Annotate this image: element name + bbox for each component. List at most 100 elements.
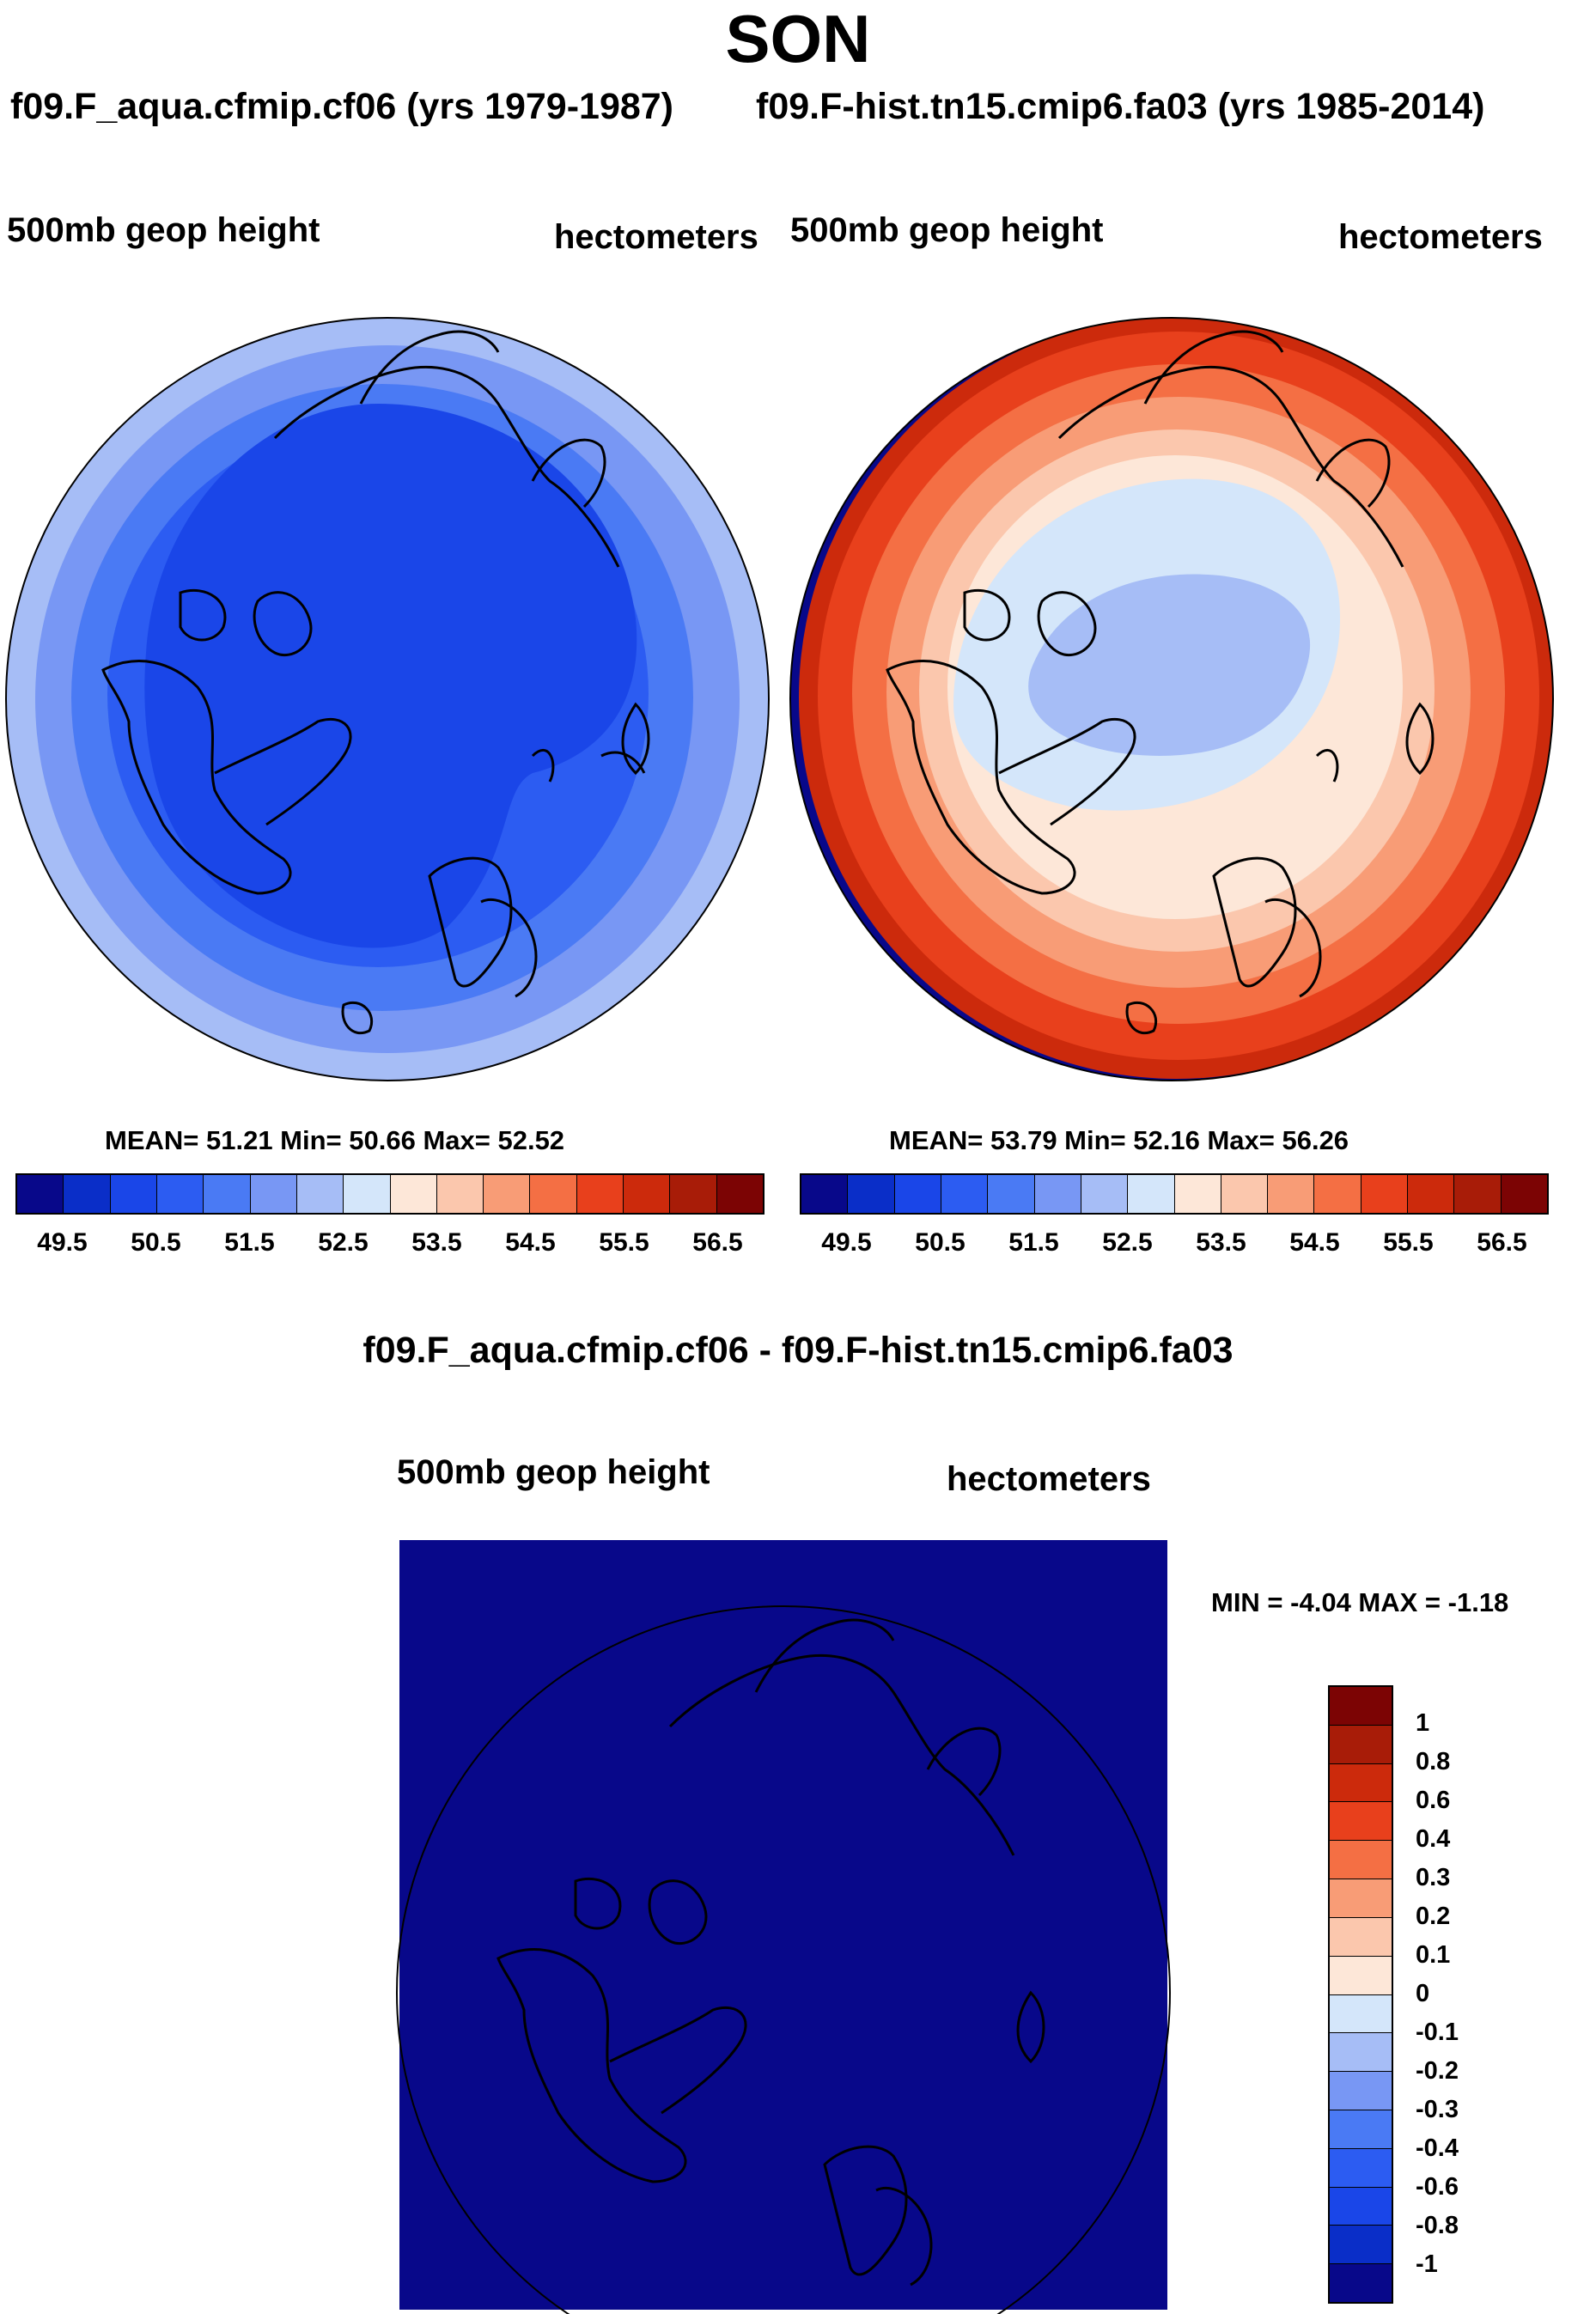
colorbar-tick-label: 56.5 bbox=[1477, 1228, 1527, 1257]
colorbar-tick-label: 0.8 bbox=[1416, 1748, 1451, 1775]
colorbar-swatch bbox=[1330, 2072, 1392, 2110]
colorbar-tick-label: -0.2 bbox=[1416, 2057, 1459, 2085]
colorbar-swatch bbox=[1330, 1687, 1392, 1726]
figure-title: SON bbox=[725, 1, 871, 76]
colorbar-swatch bbox=[894, 1175, 941, 1213]
colorbar-swatch bbox=[1330, 2148, 1392, 2188]
panel2-case-title: f09.F-hist.tn15.cmip6.fa03 (yrs 1985-201… bbox=[756, 86, 1485, 127]
colorbar-tick-label: 52.5 bbox=[1102, 1228, 1153, 1257]
colorbar-tick-label: -1 bbox=[1416, 2250, 1438, 2278]
colorbar-tick-label: 50.5 bbox=[915, 1228, 966, 1257]
panel3-colorbar bbox=[1328, 1685, 1393, 2304]
colorbar-swatch bbox=[1330, 2033, 1392, 2073]
colorbar-swatch bbox=[716, 1175, 763, 1213]
colorbar-swatch bbox=[484, 1175, 531, 1213]
panel1-units: hectometers bbox=[554, 218, 758, 256]
coastlines bbox=[496, 1618, 1045, 2287]
colorbar-swatch bbox=[1174, 1175, 1221, 1213]
colorbar-swatch bbox=[1330, 1725, 1392, 1764]
colorbar-tick-label: 52.5 bbox=[318, 1228, 369, 1257]
panel2-units: hectometers bbox=[1338, 218, 1543, 256]
colorbar-swatch bbox=[1268, 1175, 1315, 1213]
colorbar-tick-label: 51.5 bbox=[1008, 1228, 1059, 1257]
colorbar-swatch bbox=[64, 1175, 111, 1213]
colorbar-swatch bbox=[941, 1175, 989, 1213]
colorbar-swatch bbox=[250, 1175, 297, 1213]
colorbar-swatch bbox=[1034, 1175, 1081, 1213]
colorbar-swatch bbox=[1330, 1763, 1392, 1803]
colorbar-tick-label: 0.3 bbox=[1416, 1864, 1451, 1891]
panel3-case-title: f09.F_aqua.cfmip.cf06 - f09.F-hist.tn15.… bbox=[362, 1330, 1234, 1371]
colorbar-swatch bbox=[1361, 1175, 1409, 1213]
colorbar-tick-label: 0.4 bbox=[1416, 1825, 1451, 1853]
colorbar-swatch bbox=[988, 1175, 1035, 1213]
colorbar-swatch bbox=[1330, 2187, 1392, 2226]
colorbar-tick-label: 50.5 bbox=[131, 1228, 181, 1257]
panel1-stats: MEAN= 51.21 Min= 50.66 Max= 52.52 bbox=[105, 1125, 565, 1155]
colorbar-swatch bbox=[344, 1175, 391, 1213]
panel1-colorbar bbox=[15, 1173, 764, 1215]
colorbar-swatch bbox=[1221, 1175, 1269, 1213]
colorbar-tick-label: 0 bbox=[1416, 1980, 1430, 2007]
colorbar-swatch bbox=[1330, 1994, 1392, 2034]
colorbar-swatch bbox=[110, 1175, 157, 1213]
panel3-units: hectometers bbox=[947, 1460, 1151, 1498]
colorbar-swatch bbox=[670, 1175, 717, 1213]
colorbar-swatch bbox=[848, 1175, 895, 1213]
colorbar-tick-label: -0.8 bbox=[1416, 2212, 1459, 2239]
colorbar-swatch bbox=[576, 1175, 624, 1213]
colorbar-swatch bbox=[156, 1175, 204, 1213]
colorbar-swatch bbox=[1408, 1175, 1455, 1213]
colorbar-swatch bbox=[1330, 1841, 1392, 1880]
colorbar-swatch bbox=[1330, 1917, 1392, 1957]
colorbar-swatch bbox=[1330, 2110, 1392, 2149]
panel2-variable: 500mb geop height bbox=[790, 211, 1104, 249]
colorbar-swatch bbox=[1330, 1956, 1392, 1995]
colorbar-swatch bbox=[390, 1175, 437, 1213]
colorbar-swatch bbox=[1454, 1175, 1502, 1213]
colorbar-tick-label: 0.6 bbox=[1416, 1787, 1451, 1814]
colorbar-swatch bbox=[530, 1175, 577, 1213]
colorbar-tick-label: -0.6 bbox=[1416, 2173, 1459, 2201]
coastlines bbox=[886, 330, 1435, 1035]
colorbar-swatch bbox=[436, 1175, 484, 1213]
colorbar-swatch bbox=[1330, 2264, 1392, 2302]
panel2-stats: MEAN= 53.79 Min= 52.16 Max= 56.26 bbox=[889, 1125, 1349, 1155]
colorbar-tick-label: 55.5 bbox=[1383, 1228, 1434, 1257]
coastlines bbox=[101, 330, 650, 1035]
panel3-variable: 500mb geop height bbox=[397, 1453, 710, 1491]
contour-band bbox=[144, 404, 637, 948]
colorbar-swatch bbox=[624, 1175, 671, 1213]
colorbar-swatch bbox=[296, 1175, 344, 1213]
colorbar-swatch bbox=[17, 1175, 64, 1213]
colorbar-swatch bbox=[1501, 1175, 1547, 1213]
colorbar-tick-label: 0.1 bbox=[1416, 1941, 1451, 1969]
contour-band bbox=[1028, 574, 1311, 756]
colorbar-tick-label: 49.5 bbox=[37, 1228, 88, 1257]
colorbar-tick-label: 51.5 bbox=[224, 1228, 275, 1257]
colorbar-swatch bbox=[1314, 1175, 1361, 1213]
panel3-stats: MIN = -4.04 MAX = -1.18 bbox=[1211, 1587, 1509, 1617]
colorbar-swatch bbox=[801, 1175, 849, 1213]
colorbar-tick-label: 53.5 bbox=[411, 1228, 462, 1257]
colorbar-tick-label: 1 bbox=[1416, 1709, 1430, 1737]
colorbar-tick-label: 49.5 bbox=[821, 1228, 872, 1257]
colorbar-tick-label: -0.1 bbox=[1416, 2019, 1459, 2046]
colorbar-tick-label: -0.3 bbox=[1416, 2096, 1459, 2123]
colorbar-tick-label: 56.5 bbox=[692, 1228, 743, 1257]
panel1-variable: 500mb geop height bbox=[7, 211, 320, 249]
colorbar-swatch bbox=[1330, 1879, 1392, 1918]
panel2-colorbar bbox=[800, 1173, 1549, 1215]
colorbar-swatch bbox=[1330, 1802, 1392, 1842]
colorbar-tick-label: 53.5 bbox=[1196, 1228, 1246, 1257]
colorbar-swatch bbox=[204, 1175, 251, 1213]
panel1-case-title: f09.F_aqua.cfmip.cf06 (yrs 1979-1987) bbox=[10, 86, 674, 127]
colorbar-swatch bbox=[1330, 2226, 1392, 2265]
colorbar-swatch bbox=[1081, 1175, 1129, 1213]
colorbar-swatch bbox=[1128, 1175, 1175, 1213]
colorbar-tick-label: 54.5 bbox=[505, 1228, 556, 1257]
colorbar-tick-label: 54.5 bbox=[1289, 1228, 1340, 1257]
